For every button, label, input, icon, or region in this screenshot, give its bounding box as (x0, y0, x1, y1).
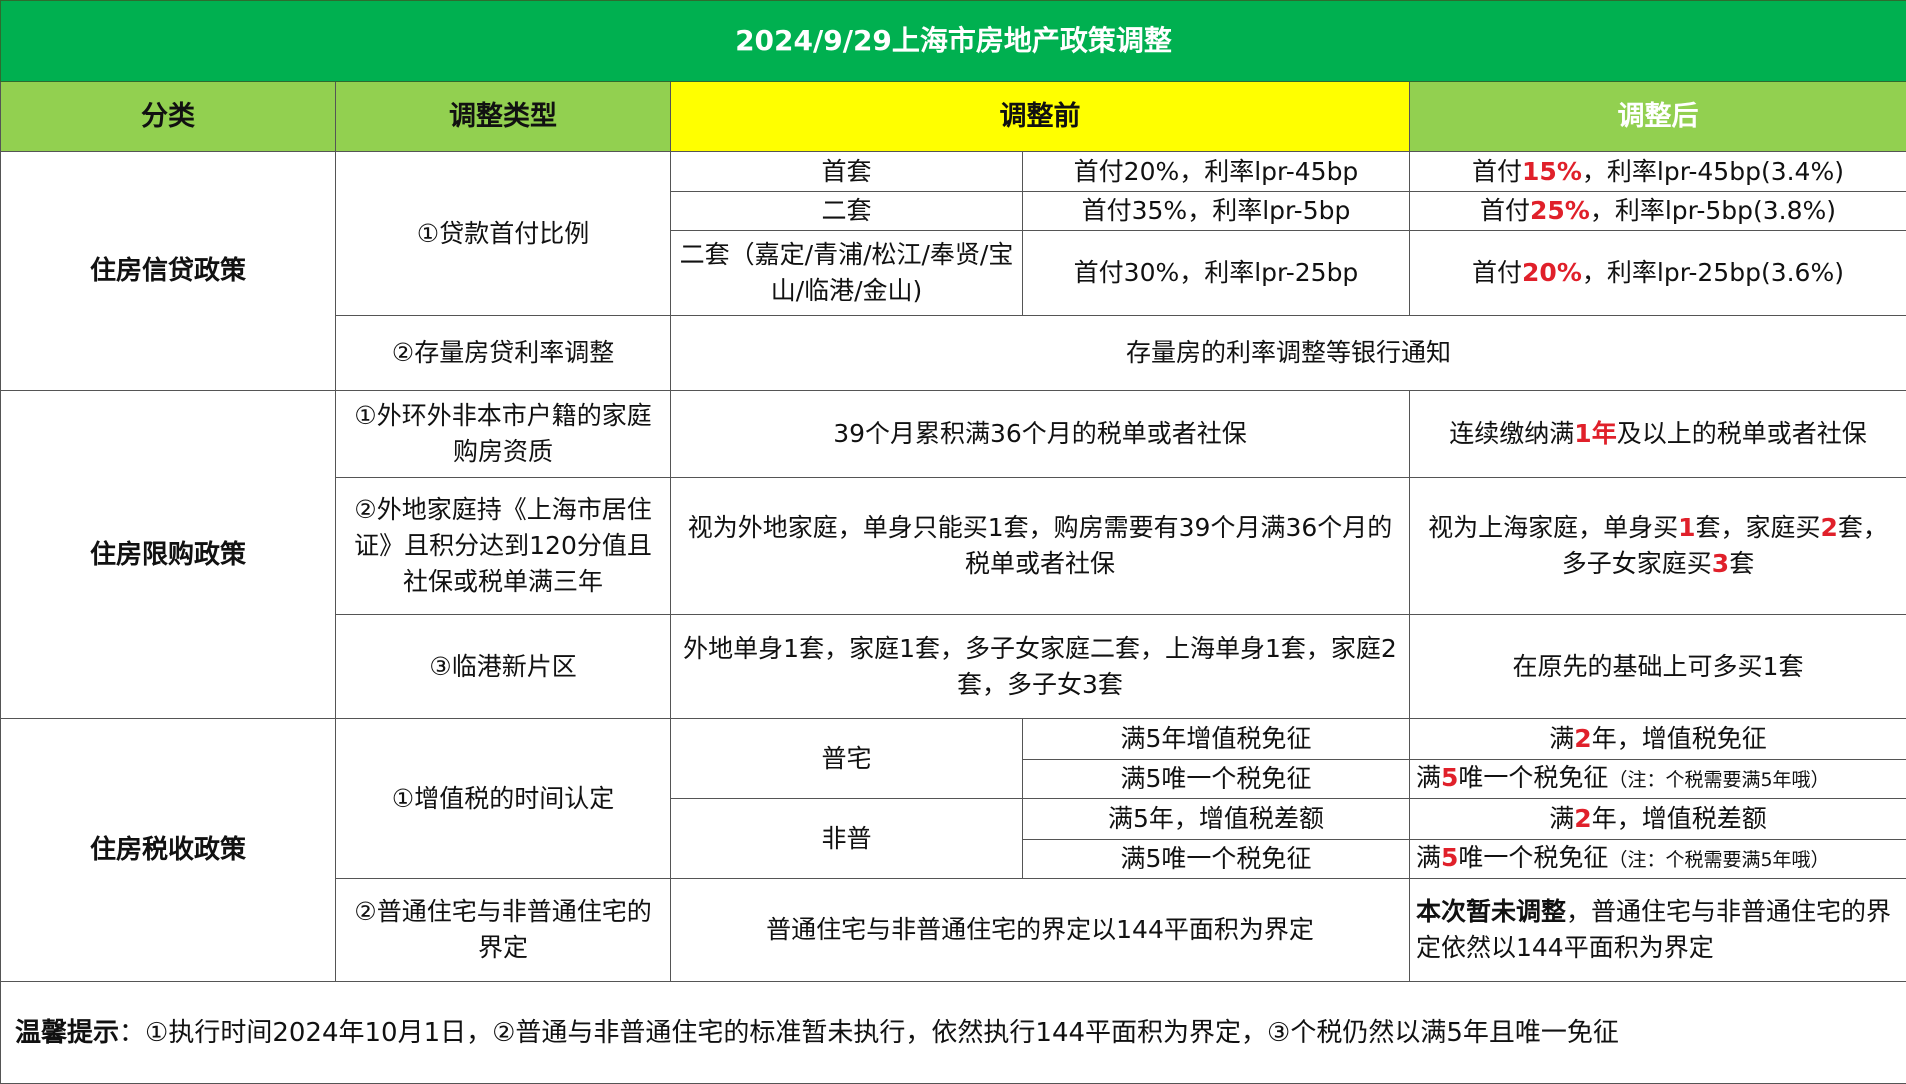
existing-rate-value: 存量房的利率调整等银行通知 (671, 316, 1906, 391)
text-segment: ：①执行时间2024年10月1日，②普通与非普通住宅的标准暂未执行，依然执行14… (119, 1018, 1619, 1048)
group-non-ordinary: 非普 (671, 799, 1023, 879)
category-credit: 住房信贷政策 (1, 152, 336, 391)
text-segment: 在原先的基础上可多买1套 (1513, 652, 1804, 681)
header-before: 调整前 (671, 82, 1410, 152)
note-text: （注：个税需要满5年哦） (1608, 769, 1829, 791)
footer-tip: 温馨提示：①执行时间2024年10月1日，②普通与非普通住宅的标准暂未执行，依然… (1, 982, 1906, 1084)
highlight-text: 25% (1530, 196, 1590, 225)
highlight-text: 15% (1522, 157, 1582, 186)
category-tax: 住房税收政策 (1, 719, 336, 982)
text-segment: ，利率lpr-25bp(3.6%) (1582, 258, 1844, 287)
text-segment: 首付 (1472, 258, 1522, 287)
text-segment: 首付 (1480, 196, 1530, 225)
type-existing-rate: ②存量房贷利率调整 (336, 316, 671, 391)
note-text: （注：个税需要满5年哦） (1608, 849, 1829, 871)
before-cell: 满5唯一个税免征 (1023, 760, 1410, 799)
after-cell: 连续缴纳满1年及以上的税单或者社保 (1410, 391, 1906, 478)
type-down-payment: ①贷款首付比例 (336, 152, 671, 316)
highlight-text: 2 (1574, 724, 1591, 753)
type-cell: ②外地家庭持《上海市居住证》且积分达到120分值且社保或税单满三年 (336, 478, 671, 615)
text-segment: 唯一个税免征 (1458, 763, 1608, 792)
type-definition: ②普通住宅与非普通住宅的界定 (336, 879, 671, 982)
text-segment: 唯一个税免征 (1458, 843, 1608, 872)
type-cell: ③临港新片区 (336, 615, 671, 719)
text-segment: 视为上海家庭，单身买 (1428, 513, 1678, 542)
bold-text: 本次暂未调整 (1416, 897, 1566, 926)
after-cell: 首付15%，利率lpr-45bp(3.4%) (1410, 152, 1906, 192)
highlight-text: 1 (1678, 513, 1695, 542)
before-cell: 首付35%，利率lpr-5bp (1023, 192, 1410, 231)
text-segment: 套 (1729, 549, 1754, 578)
text-segment: 年，增值税免征 (1592, 724, 1767, 753)
sub-second-home-suburbs: 二套（嘉定/青浦/松江/奉贤/宝山/临港/金山) (671, 231, 1023, 316)
highlight-text: 20% (1522, 258, 1582, 287)
before-cell: 普通住宅与非普通住宅的界定以144平面积为界定 (671, 879, 1410, 982)
after-cell: 满2年，增值税差额 (1410, 799, 1906, 840)
before-cell: 首付20%，利率lpr-45bp (1023, 152, 1410, 192)
after-cell: 满2年，增值税免征 (1410, 719, 1906, 760)
before-cell: 满5年，增值税差额 (1023, 799, 1410, 840)
sub-first-home: 首套 (671, 152, 1023, 192)
header-type: 调整类型 (336, 82, 671, 152)
highlight-text: 5 (1441, 843, 1458, 872)
text-segment: ，利率lpr-5bp(3.8%) (1590, 196, 1836, 225)
text-segment: 满 (1549, 724, 1574, 753)
after-cell: 满5唯一个税免征（注：个税需要满5年哦） (1410, 840, 1906, 879)
text-segment: ，利率lpr-45bp(3.4%) (1582, 157, 1844, 186)
before-cell: 39个月累积满36个月的税单或者社保 (671, 391, 1410, 478)
header-after: 调整后 (1410, 82, 1906, 152)
after-cell: 在原先的基础上可多买1套 (1410, 615, 1906, 719)
type-vat: ①增值税的时间认定 (336, 719, 671, 879)
after-cell: 首付20%，利率lpr-25bp(3.6%) (1410, 231, 1906, 316)
after-cell: 视为上海家庭，单身买1套，家庭买2套，多子女家庭买3套 (1410, 478, 1906, 615)
before-cell: 视为外地家庭，单身只能买1套，购房需要有39个月满36个月的税单或者社保 (671, 478, 1410, 615)
page-title: 2024/9/29上海市房地产政策调整 (1, 1, 1906, 82)
highlight-text: 3 (1712, 549, 1729, 578)
text-segment: 年，增值税差额 (1592, 804, 1767, 833)
text-segment: 满 (1416, 843, 1441, 872)
highlight-text: 5 (1441, 763, 1458, 792)
before-cell: 首付30%，利率lpr-25bp (1023, 231, 1410, 316)
bold-text: 温馨提示 (15, 1018, 119, 1048)
header-category: 分类 (1, 82, 336, 152)
before-cell: 外地单身1套，家庭1套，多子女家庭二套，上海单身1套，家庭2套，多子女3套 (671, 615, 1410, 719)
after-cell: 满5唯一个税免征（注：个税需要满5年哦） (1410, 760, 1906, 799)
group-ordinary: 普宅 (671, 719, 1023, 799)
after-cell: 首付25%，利率lpr-5bp(3.8%) (1410, 192, 1906, 231)
before-cell: 满5唯一个税免征 (1023, 840, 1410, 879)
text-segment: 首付 (1472, 157, 1522, 186)
before-cell: 满5年增值税免征 (1023, 719, 1410, 760)
sub-second-home: 二套 (671, 192, 1023, 231)
text-segment: 满 (1549, 804, 1574, 833)
highlight-text: 2 (1574, 804, 1591, 833)
text-segment: 满 (1416, 763, 1441, 792)
highlight-text: 1年 (1574, 419, 1616, 448)
text-segment: 及以上的税单或者社保 (1617, 419, 1867, 448)
after-cell: 本次暂未调整，普通住宅与非普通住宅的界定依然以144平面积为界定 (1410, 879, 1906, 982)
category-restriction: 住房限购政策 (1, 391, 336, 719)
text-segment: 套，家庭买 (1695, 513, 1820, 542)
text-segment: 连续缴纳满 (1449, 419, 1574, 448)
highlight-text: 2 (1821, 513, 1838, 542)
type-cell: ①外环外非本市户籍的家庭购房资质 (336, 391, 671, 478)
